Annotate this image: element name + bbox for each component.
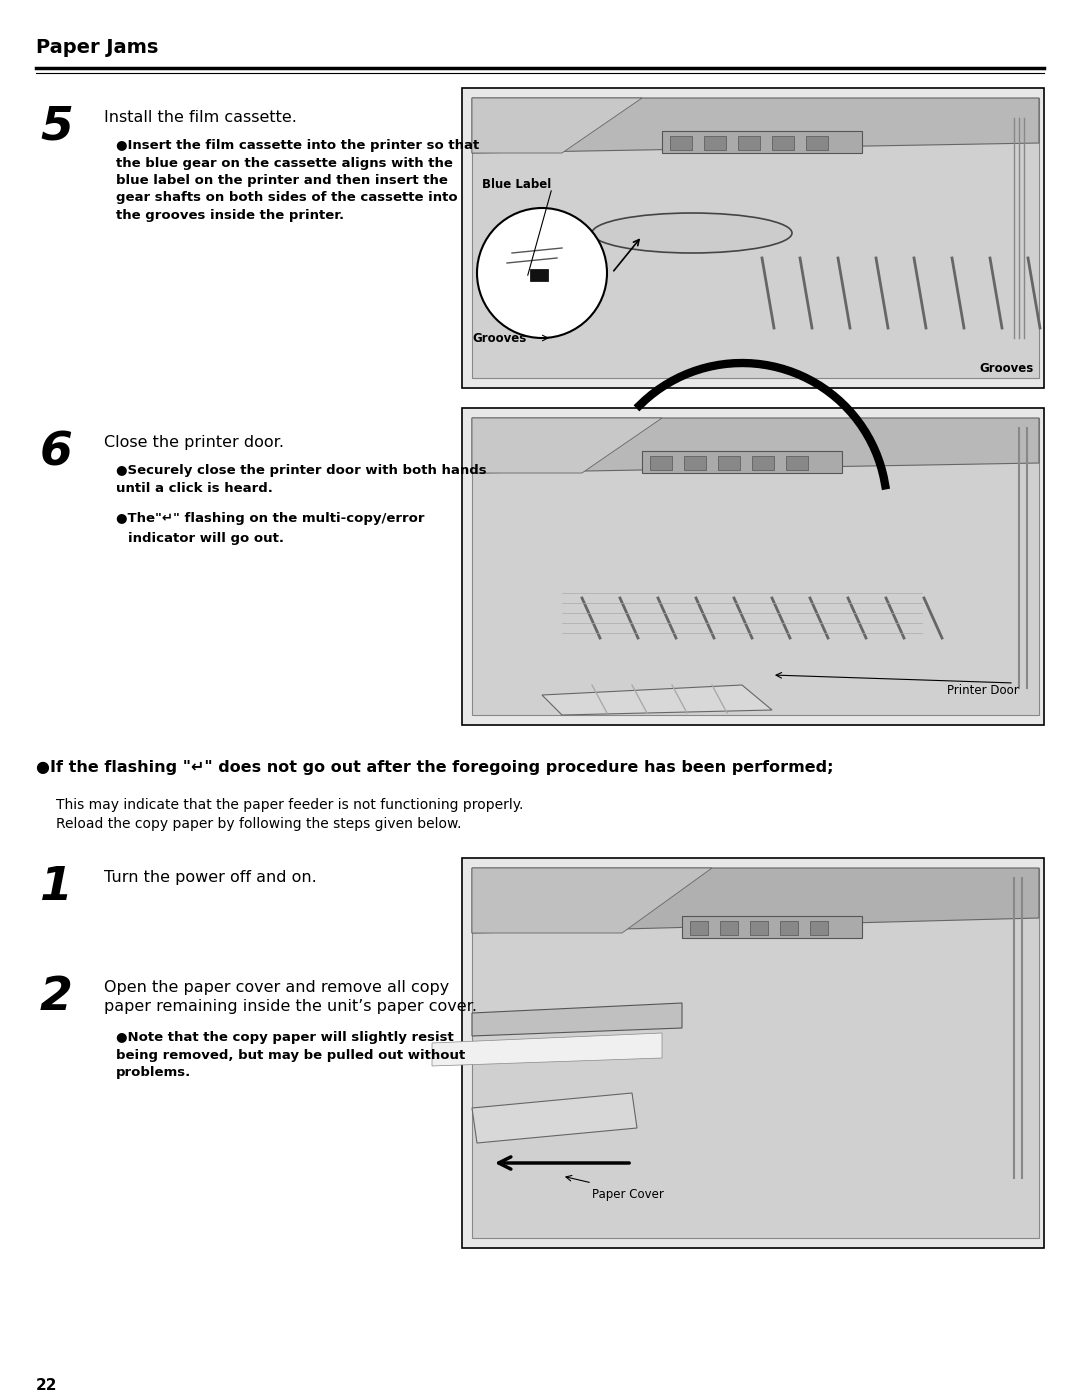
Bar — [662, 131, 862, 154]
Bar — [462, 858, 1044, 1248]
Polygon shape — [472, 98, 1039, 379]
Bar — [720, 921, 738, 935]
Bar — [530, 270, 548, 281]
Bar — [772, 136, 794, 149]
Bar — [810, 921, 828, 935]
Polygon shape — [472, 868, 1039, 1238]
Bar — [690, 921, 708, 935]
Bar — [463, 89, 1043, 387]
Text: 1: 1 — [40, 865, 72, 909]
Text: ●Securely close the printer door with both hands
until a click is heard.: ●Securely close the printer door with bo… — [116, 464, 487, 495]
Text: ●Insert the film cassette into the printer so that
the blue gear on the cassette: ●Insert the film cassette into the print… — [116, 138, 480, 222]
Bar — [670, 136, 692, 149]
Bar — [462, 88, 1044, 388]
Polygon shape — [472, 1092, 637, 1143]
Polygon shape — [472, 868, 712, 933]
Polygon shape — [472, 418, 1039, 474]
Text: This may indicate that the paper feeder is not functioning properly.: This may indicate that the paper feeder … — [56, 798, 524, 812]
Text: ●If the flashing "↵" does not go out after the foregoing procedure has been perf: ●If the flashing "↵" does not go out aft… — [36, 760, 834, 775]
Text: Paper Jams: Paper Jams — [36, 38, 159, 57]
Bar — [738, 136, 760, 149]
Text: 5: 5 — [40, 105, 72, 149]
Bar — [704, 136, 726, 149]
Polygon shape — [472, 418, 662, 474]
Text: Blue Label: Blue Label — [482, 177, 551, 191]
Bar — [681, 916, 862, 937]
Polygon shape — [432, 1032, 662, 1066]
Text: indicator will go out.: indicator will go out. — [129, 532, 284, 545]
Bar — [650, 455, 672, 469]
Bar — [786, 455, 808, 469]
Text: Reload the copy paper by following the steps given below.: Reload the copy paper by following the s… — [56, 817, 461, 831]
Polygon shape — [472, 418, 1039, 715]
Bar — [750, 921, 768, 935]
Polygon shape — [472, 1003, 681, 1037]
Polygon shape — [472, 868, 1039, 933]
Text: Printer Door: Printer Door — [947, 683, 1020, 697]
Text: Open the paper cover and remove all copy: Open the paper cover and remove all copy — [104, 981, 449, 995]
Ellipse shape — [592, 212, 792, 253]
Text: 22: 22 — [36, 1377, 57, 1393]
Bar — [718, 455, 740, 469]
Bar — [684, 455, 706, 469]
Text: ●The"↵" flashing on the multi-copy/error: ●The"↵" flashing on the multi-copy/error — [116, 511, 424, 525]
Text: Turn the power off and on.: Turn the power off and on. — [104, 870, 316, 886]
Text: ●Note that the copy paper will slightly resist
being removed, but may be pulled : ●Note that the copy paper will slightly … — [116, 1031, 465, 1078]
Polygon shape — [472, 98, 642, 154]
Text: Install the film cassette.: Install the film cassette. — [104, 110, 297, 124]
Text: Grooves: Grooves — [472, 331, 526, 345]
Bar — [642, 451, 842, 474]
Polygon shape — [472, 98, 1039, 154]
Bar — [752, 455, 774, 469]
Text: Paper Cover: Paper Cover — [592, 1187, 664, 1201]
Text: 2: 2 — [40, 975, 72, 1020]
Bar — [780, 921, 798, 935]
Text: Close the printer door.: Close the printer door. — [104, 434, 284, 450]
Text: paper remaining inside the unit’s paper cover.: paper remaining inside the unit’s paper … — [104, 999, 477, 1014]
Text: 6: 6 — [40, 430, 72, 475]
Polygon shape — [542, 685, 772, 715]
Bar — [463, 859, 1043, 1248]
Bar — [462, 408, 1044, 725]
Text: Grooves: Grooves — [980, 362, 1034, 374]
Bar — [463, 409, 1043, 724]
Bar — [806, 136, 828, 149]
Circle shape — [477, 208, 607, 338]
